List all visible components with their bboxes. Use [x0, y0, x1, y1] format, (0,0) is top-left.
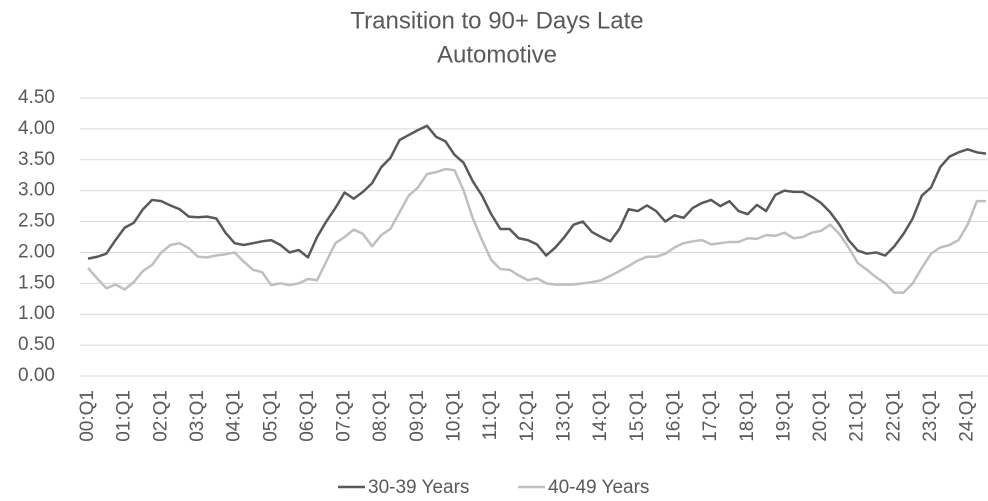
x-tick-label: 05:Q1 [260, 390, 281, 442]
x-tick-label: 02:Q1 [150, 390, 171, 442]
x-tick-label: 11:Q1 [480, 390, 501, 440]
x-tick-label: 09:Q1 [407, 390, 428, 442]
x-tick-label: 12:Q1 [517, 390, 538, 442]
x-tick-label: 08:Q1 [370, 390, 391, 442]
y-tick-label: 2.00 [18, 241, 55, 262]
y-tick-label: 0.50 [18, 334, 55, 355]
y-tick-label: 3.50 [18, 149, 55, 170]
x-tick-label: 13:Q1 [554, 390, 575, 442]
x-tick-label: 14:Q1 [590, 390, 611, 442]
y-tick-label: 4.50 [18, 87, 55, 108]
x-tick-label: 10:Q1 [444, 390, 465, 442]
legend-label: 40-49 Years [548, 477, 649, 498]
series-line [87, 167, 986, 294]
y-tick-label: 1.00 [18, 303, 55, 324]
x-tick-label: 04:Q1 [224, 390, 245, 442]
x-tick-label: 06:Q1 [297, 390, 318, 442]
chart-title: Transition to 90+ Days Late [350, 7, 643, 34]
chart-subtitle: Automotive [437, 41, 557, 68]
x-tick-label: 00:Q1 [77, 390, 98, 442]
legend-label: 30-39 Years [368, 477, 469, 498]
x-tick-label: 03:Q1 [187, 390, 208, 442]
x-tick-label: 18:Q1 [737, 390, 758, 442]
x-tick-label: 07:Q1 [334, 390, 355, 442]
x-tick-label: 24:Q1 [957, 390, 978, 442]
x-tick-label: 15:Q1 [627, 390, 648, 442]
x-tick-label: 01:Q1 [114, 390, 135, 442]
y-tick-label: 1.50 [18, 272, 55, 293]
x-tick-label: 20:Q1 [810, 390, 831, 442]
x-tick-label: 22:Q1 [883, 390, 904, 442]
y-tick-label: 3.00 [18, 180, 55, 201]
x-tick-label: 17:Q1 [700, 390, 721, 442]
y-tick-label: 4.00 [18, 118, 55, 139]
y-tick-label: 2.50 [18, 211, 55, 232]
x-tick-label: 16:Q1 [663, 390, 684, 442]
series-line [87, 124, 987, 260]
y-tick-label: 0.00 [18, 365, 55, 386]
x-tick-label: 19:Q1 [773, 390, 794, 442]
x-tick-label: 21:Q1 [847, 390, 868, 442]
x-tick-label: 23:Q1 [920, 390, 941, 442]
